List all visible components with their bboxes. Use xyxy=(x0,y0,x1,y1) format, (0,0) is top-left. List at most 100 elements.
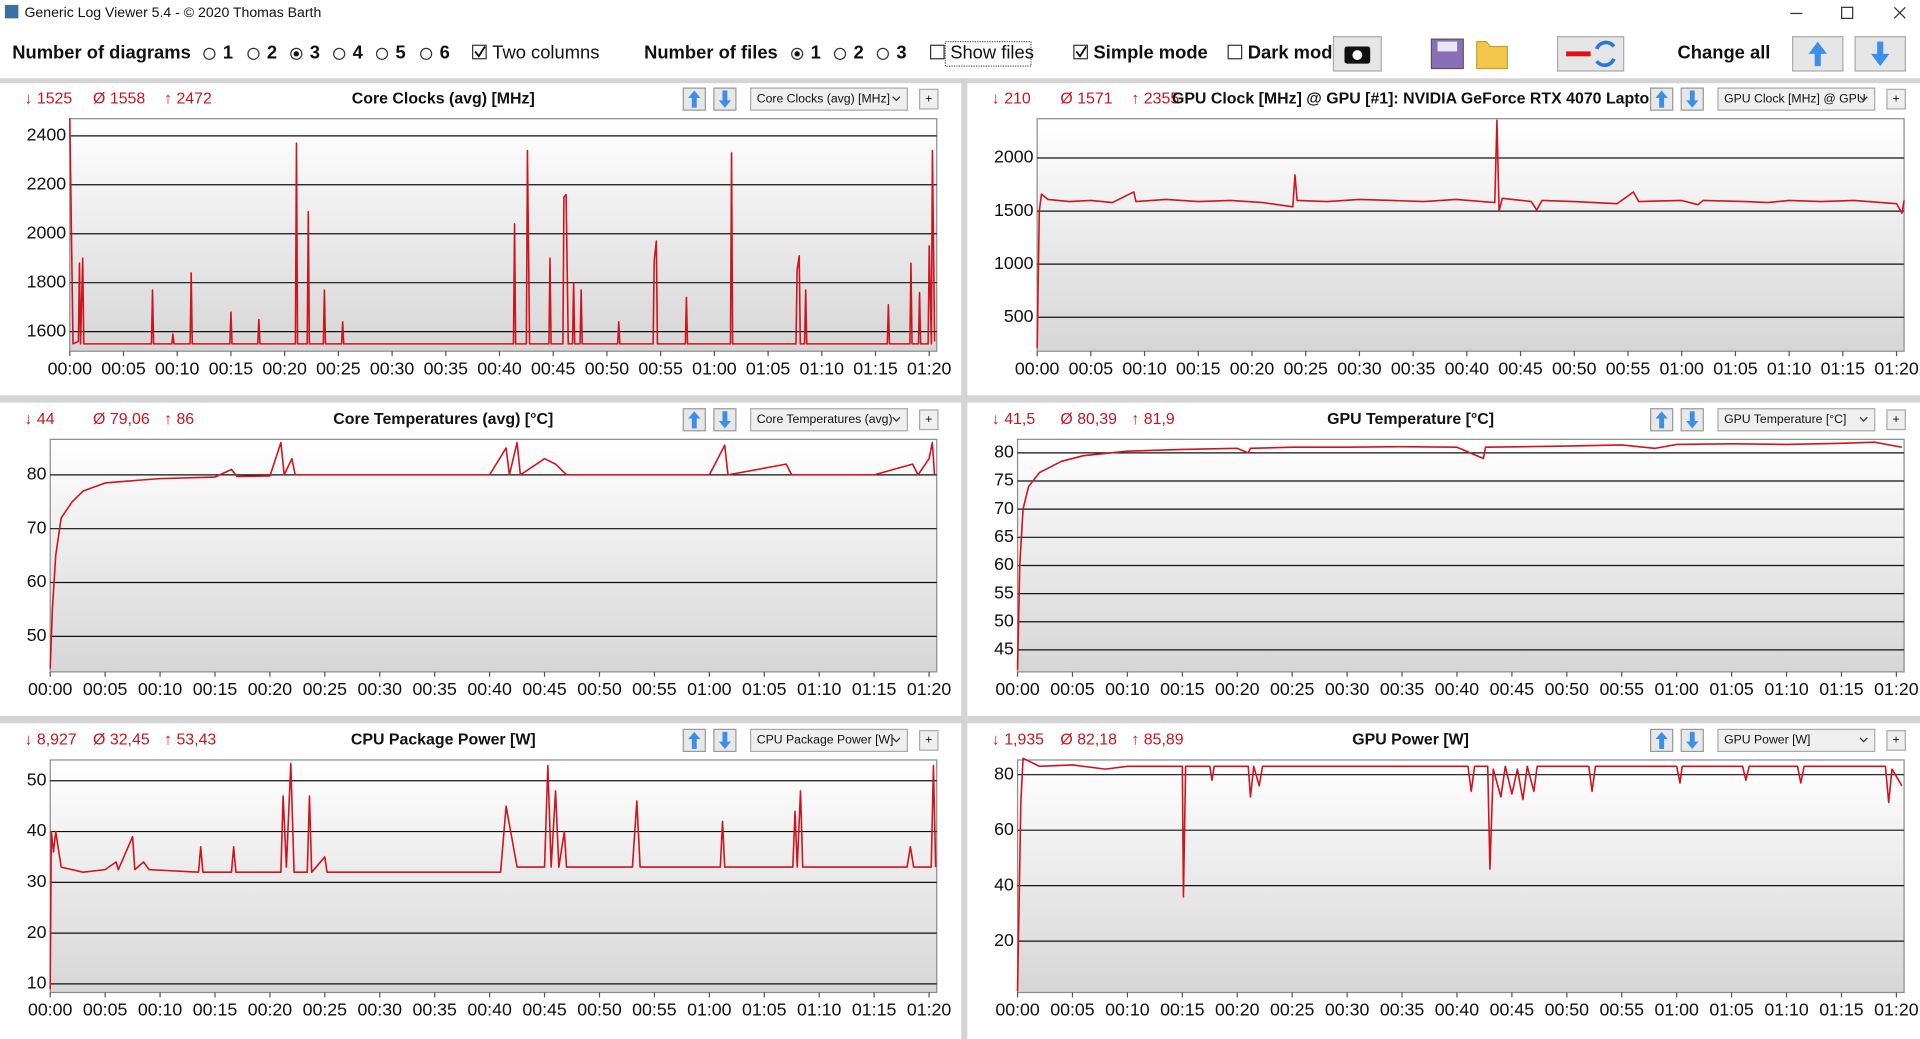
radio[interactable] xyxy=(247,47,260,60)
data-line xyxy=(1016,757,1903,992)
x-tick-label: 01:15 xyxy=(1819,1000,1864,1020)
radio[interactable] xyxy=(420,47,433,60)
x-tick-label: 00:55 xyxy=(1606,358,1651,378)
selector-text[interactable]: GPU Temperature [°C] xyxy=(1724,412,1846,426)
radio-label[interactable]: 3 xyxy=(310,42,320,63)
radio-label[interactable]: 3 xyxy=(896,42,906,63)
x-tick-label: 00:30 xyxy=(370,358,415,378)
radio-label[interactable]: 1 xyxy=(223,42,233,63)
x-tick-label: 00:05 xyxy=(1050,679,1095,699)
x-tick-label: 00:40 xyxy=(467,1000,512,1020)
close-button[interactable] xyxy=(1893,6,1906,19)
checkbox-label[interactable]: Dark mod xyxy=(1248,42,1333,63)
radio-label[interactable]: 2 xyxy=(267,42,277,63)
separator xyxy=(961,78,968,1039)
add-button-label[interactable]: + xyxy=(1893,91,1900,105)
add-button-label[interactable]: + xyxy=(1893,412,1900,426)
add-button[interactable] xyxy=(1886,729,1906,751)
x-tick-label: 00:15 xyxy=(209,358,254,378)
add-button-label[interactable]: + xyxy=(925,412,932,426)
x-tick-label: 01:05 xyxy=(1709,1000,1754,1020)
x-tick-label: 00:20 xyxy=(248,679,293,699)
x-tick-label: 00:25 xyxy=(303,1000,348,1020)
add-button[interactable] xyxy=(1886,409,1906,431)
radio-label[interactable]: 1 xyxy=(811,42,821,63)
add-button-label[interactable]: + xyxy=(925,733,932,747)
x-tick-label: 00:05 xyxy=(83,679,128,699)
selector-text[interactable]: GPU Clock [MHz] @ GPU xyxy=(1724,91,1866,105)
radio[interactable] xyxy=(333,47,346,60)
x-tick-label: 01:00 xyxy=(687,1000,732,1020)
x-tick-label: 01:20 xyxy=(907,358,952,378)
open-button[interactable] xyxy=(1476,40,1508,70)
selector-text[interactable]: CPU Package Power [W] xyxy=(757,733,894,747)
x-tick-label: 00:25 xyxy=(303,679,348,699)
add-button[interactable] xyxy=(918,88,939,110)
all-up-button[interactable] xyxy=(1792,36,1844,72)
add-button-label[interactable]: + xyxy=(925,91,932,105)
radio-label[interactable]: 5 xyxy=(396,42,406,63)
selector-chevron xyxy=(1859,416,1868,422)
data-line xyxy=(1036,119,1905,349)
selector-chevron xyxy=(1859,96,1868,102)
checkbox[interactable] xyxy=(1227,44,1243,60)
x-tick-label: 00:15 xyxy=(193,1000,238,1020)
add-button[interactable] xyxy=(918,729,939,751)
radio-label[interactable]: 6 xyxy=(440,42,450,63)
app-icon xyxy=(4,4,19,19)
y-tick-label: 30 xyxy=(27,871,47,891)
x-tick-label: 00:20 xyxy=(262,358,307,378)
x-tick-label: 00:20 xyxy=(248,1000,293,1020)
add-button[interactable] xyxy=(1886,88,1906,110)
all-down-button[interactable] xyxy=(1854,36,1906,72)
stat-value: Ø 79,06 xyxy=(93,411,150,428)
selector-text[interactable]: Core Clocks (avg) [MHz] xyxy=(757,91,890,105)
x-tick-label: 00:15 xyxy=(1176,358,1221,378)
restore-button[interactable] xyxy=(1841,6,1854,19)
checkbox-label[interactable]: Show files xyxy=(950,42,1034,63)
radio[interactable] xyxy=(876,47,889,60)
radio[interactable] xyxy=(375,47,389,60)
diagrams-label: Number of diagrams xyxy=(12,42,191,63)
x-tick-label: 00:45 xyxy=(522,1000,567,1020)
radio[interactable] xyxy=(203,47,216,60)
y-tick-label: 80 xyxy=(27,464,47,484)
add-button-label[interactable]: + xyxy=(1893,733,1900,747)
add-button[interactable] xyxy=(918,409,939,431)
selector-text[interactable]: Core Temperatures (avg) xyxy=(757,412,893,426)
save-icon-label xyxy=(1437,41,1458,52)
x-tick-label: 00:20 xyxy=(1230,358,1275,378)
channel-selector[interactable] xyxy=(1717,87,1876,111)
channel-selector[interactable] xyxy=(750,87,908,111)
x-tick-label: 01:15 xyxy=(853,358,898,378)
x-tick-label: 00:35 xyxy=(1380,679,1425,699)
channel-selector[interactable] xyxy=(750,408,908,432)
x-tick-label: 01:05 xyxy=(1709,679,1754,699)
checkbox-label[interactable]: Simple mode xyxy=(1093,42,1207,63)
radio-label[interactable]: 2 xyxy=(853,42,863,63)
x-tick-label: 00:10 xyxy=(1105,679,1150,699)
plot-area xyxy=(69,118,938,352)
channel-selector[interactable] xyxy=(1717,728,1876,753)
stat-value: Ø 80,39 xyxy=(1060,411,1117,428)
x-tick-label: 00:25 xyxy=(316,358,361,378)
checkbox-label[interactable]: Two columns xyxy=(492,42,599,63)
x-tick-label: 01:00 xyxy=(687,679,732,699)
y-tick-label: 50 xyxy=(27,625,47,645)
chart-title: Core Clocks (avg) [MHz] xyxy=(352,90,535,107)
reset-button[interactable] xyxy=(1556,36,1625,72)
screenshot-button[interactable] xyxy=(1332,36,1382,72)
channel-selector[interactable] xyxy=(1717,408,1876,432)
radio[interactable] xyxy=(833,47,847,60)
selector-text[interactable]: GPU Power [W] xyxy=(1724,733,1810,747)
focus-rect xyxy=(944,40,1032,67)
change-all-label: Change all xyxy=(1678,42,1771,63)
channel-selector[interactable] xyxy=(750,728,908,753)
y-tick-label: 20 xyxy=(27,922,47,942)
radio-label[interactable]: 4 xyxy=(353,42,364,63)
x-tick-label: 01:00 xyxy=(692,358,737,378)
checkbox[interactable] xyxy=(930,44,945,60)
x-tick-label: 01:05 xyxy=(742,679,787,699)
stat-value: ↓ 41,5 xyxy=(992,411,1035,428)
x-tick-label: 00:15 xyxy=(1160,1000,1205,1020)
